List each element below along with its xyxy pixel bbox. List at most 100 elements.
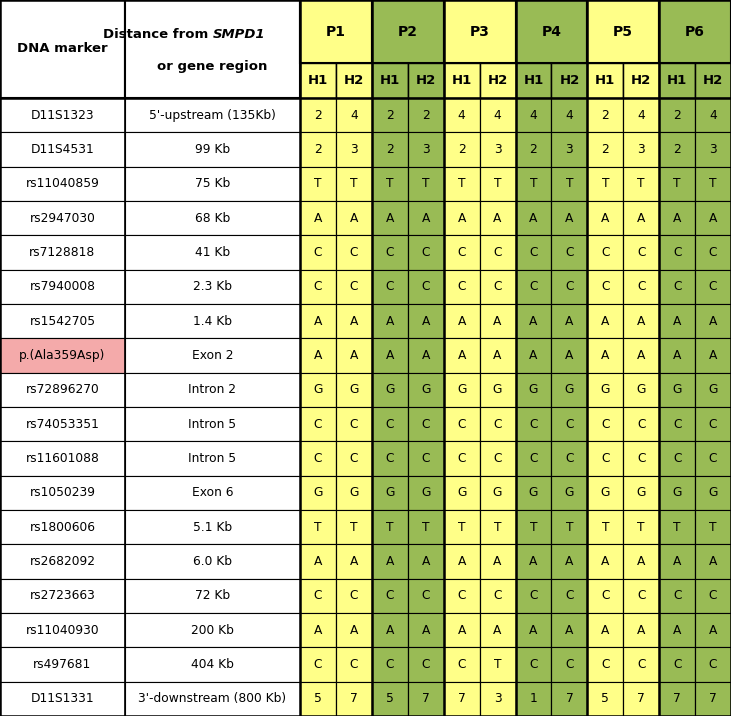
Bar bbox=[659, 647, 695, 682]
Bar bbox=[695, 647, 731, 682]
Text: 4: 4 bbox=[709, 109, 717, 122]
Bar bbox=[659, 304, 695, 339]
Bar bbox=[444, 132, 480, 167]
Text: A: A bbox=[349, 349, 358, 362]
Text: C: C bbox=[673, 417, 681, 430]
Text: Intron 5: Intron 5 bbox=[189, 417, 237, 430]
Text: 1.4 Kb: 1.4 Kb bbox=[193, 314, 232, 328]
Text: A: A bbox=[458, 349, 466, 362]
Bar bbox=[336, 647, 372, 682]
Text: 4: 4 bbox=[350, 109, 357, 122]
Text: 99 Kb: 99 Kb bbox=[195, 143, 230, 156]
Text: 2: 2 bbox=[314, 109, 322, 122]
Bar bbox=[480, 167, 515, 201]
Text: A: A bbox=[493, 624, 501, 637]
Bar bbox=[444, 63, 480, 98]
Text: G: G bbox=[457, 486, 466, 499]
Text: C: C bbox=[637, 281, 645, 294]
Text: A: A bbox=[601, 314, 610, 328]
Text: T: T bbox=[530, 178, 537, 190]
Bar bbox=[0, 682, 125, 716]
Text: C: C bbox=[673, 452, 681, 465]
Text: C: C bbox=[709, 658, 717, 671]
Text: rs497681: rs497681 bbox=[34, 658, 91, 671]
Bar bbox=[408, 339, 444, 372]
Bar bbox=[624, 441, 659, 475]
Bar bbox=[125, 0, 300, 98]
Bar bbox=[444, 201, 480, 236]
Text: 4: 4 bbox=[493, 109, 501, 122]
Text: rs1800606: rs1800606 bbox=[29, 521, 96, 533]
Text: T: T bbox=[494, 178, 501, 190]
Bar bbox=[624, 682, 659, 716]
Text: A: A bbox=[601, 555, 610, 568]
Bar bbox=[125, 236, 300, 270]
Bar bbox=[336, 236, 372, 270]
Text: G: G bbox=[385, 383, 395, 397]
Text: G: G bbox=[493, 383, 502, 397]
Text: C: C bbox=[349, 658, 358, 671]
Text: 3: 3 bbox=[493, 692, 501, 705]
Bar bbox=[480, 372, 515, 407]
Bar bbox=[0, 475, 125, 510]
Bar bbox=[0, 372, 125, 407]
Text: 7: 7 bbox=[458, 692, 466, 705]
Text: C: C bbox=[458, 658, 466, 671]
Bar bbox=[336, 579, 372, 613]
Bar bbox=[336, 132, 372, 167]
Text: A: A bbox=[565, 349, 574, 362]
Text: T: T bbox=[458, 521, 466, 533]
Bar bbox=[659, 579, 695, 613]
Bar bbox=[300, 270, 336, 304]
Text: A: A bbox=[422, 624, 430, 637]
Text: H1: H1 bbox=[308, 74, 328, 87]
Text: T: T bbox=[709, 178, 717, 190]
Bar bbox=[125, 407, 300, 441]
Bar bbox=[480, 647, 515, 682]
Bar bbox=[300, 510, 336, 544]
Text: G: G bbox=[673, 383, 682, 397]
Text: A: A bbox=[422, 212, 430, 225]
Bar bbox=[695, 475, 731, 510]
Text: 7: 7 bbox=[637, 692, 645, 705]
Text: T: T bbox=[458, 178, 466, 190]
Text: G: G bbox=[457, 383, 466, 397]
Bar bbox=[125, 613, 300, 647]
Bar bbox=[300, 407, 336, 441]
Text: C: C bbox=[637, 589, 645, 602]
Bar bbox=[515, 544, 551, 579]
Text: G: G bbox=[601, 486, 610, 499]
Bar bbox=[695, 98, 731, 132]
Text: 4: 4 bbox=[637, 109, 645, 122]
Text: C: C bbox=[385, 246, 394, 259]
Bar bbox=[587, 167, 624, 201]
Bar bbox=[480, 98, 515, 132]
Bar bbox=[444, 613, 480, 647]
Text: 41 Kb: 41 Kb bbox=[195, 246, 230, 259]
Bar bbox=[695, 682, 731, 716]
Bar bbox=[372, 510, 408, 544]
Bar bbox=[0, 510, 125, 544]
Text: C: C bbox=[565, 417, 574, 430]
Text: T: T bbox=[350, 178, 357, 190]
Bar bbox=[0, 270, 125, 304]
Bar bbox=[125, 132, 300, 167]
Text: A: A bbox=[386, 624, 394, 637]
Text: 7: 7 bbox=[350, 692, 357, 705]
Text: C: C bbox=[601, 246, 610, 259]
Text: C: C bbox=[314, 452, 322, 465]
Bar bbox=[300, 579, 336, 613]
Bar bbox=[551, 339, 587, 372]
Bar bbox=[515, 647, 551, 682]
Bar bbox=[587, 613, 624, 647]
Bar bbox=[336, 167, 372, 201]
Bar bbox=[408, 441, 444, 475]
Text: G: G bbox=[314, 383, 322, 397]
Bar bbox=[659, 372, 695, 407]
Bar bbox=[695, 63, 731, 98]
Text: C: C bbox=[493, 281, 501, 294]
Text: C: C bbox=[709, 589, 717, 602]
Text: G: G bbox=[349, 486, 359, 499]
Bar bbox=[125, 304, 300, 339]
Bar bbox=[587, 475, 624, 510]
